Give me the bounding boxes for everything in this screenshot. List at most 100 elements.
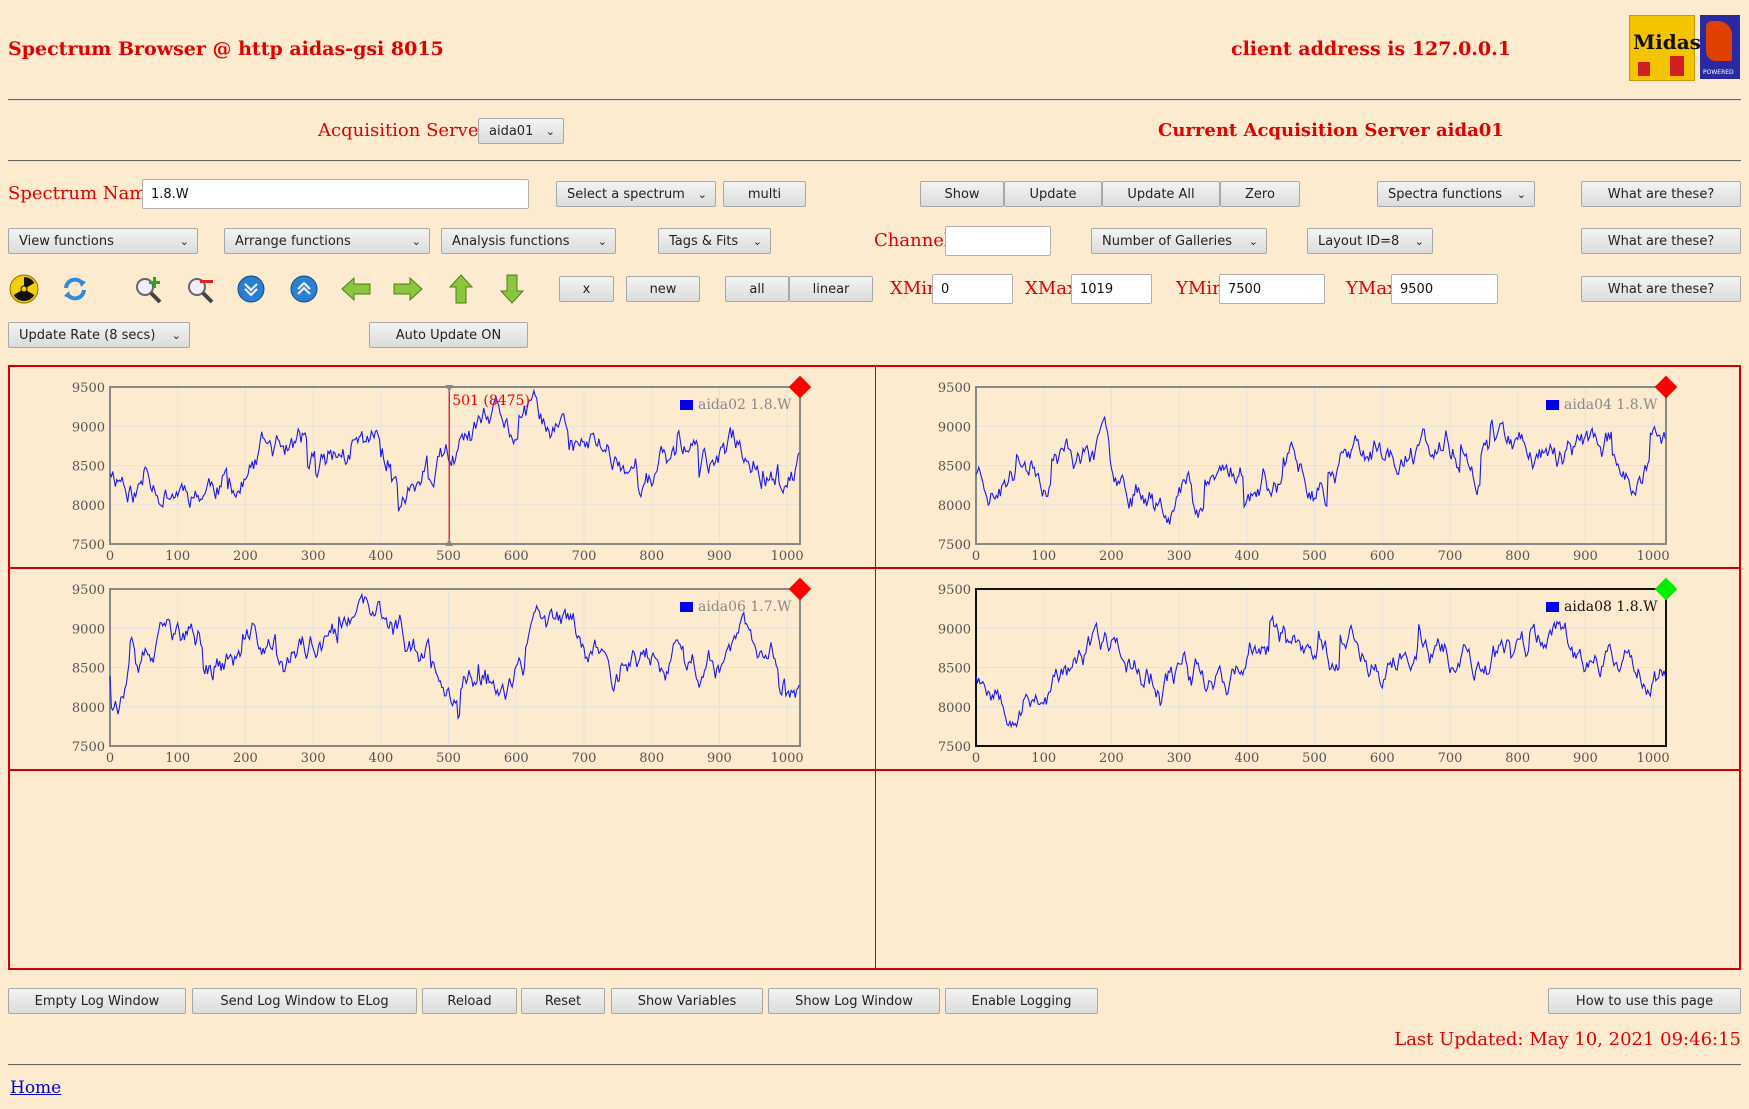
reload-button[interactable]: Reload xyxy=(422,988,517,1014)
y-tick-label: 9500 xyxy=(938,381,971,396)
spectrum-plot-aida06[interactable]: 0 100 200 300 400 500 600 700 800 900 1000 9500 9000… xyxy=(10,569,875,769)
channel-label: Channel: xyxy=(874,230,956,251)
spectra-functions-dropdown[interactable]: Spectra functions ⌄ xyxy=(1377,181,1535,207)
gallery-cell-3[interactable]: 0 100 200 300 400 500 600 700 800 900 1000 9500 9000… xyxy=(10,569,876,771)
show-log-window-button[interactable]: Show Log Window xyxy=(768,988,940,1014)
spectrum-name-input[interactable]: 1.8.W xyxy=(142,179,529,209)
legend-label: aida04 1.8.W xyxy=(1564,397,1658,413)
chevron-down-icon: ⌄ xyxy=(545,124,555,138)
x-tick-label: 200 xyxy=(233,549,258,564)
radiation-icon[interactable] xyxy=(8,273,40,305)
update-rate-dropdown[interactable]: Update Rate (8 secs) ⌄ xyxy=(8,322,190,348)
send-log-to-elog-button[interactable]: Send Log Window to ELog xyxy=(192,988,417,1014)
y-tick-label: 9000 xyxy=(72,622,105,637)
spectrum-plot-aida02[interactable]: 0 100 200 300 400 500 600 700 800 900 1000 9500 9000… xyxy=(10,367,875,567)
acq-server-select[interactable]: aida01 ⌄ xyxy=(478,118,564,144)
show-variables-button[interactable]: Show Variables xyxy=(611,988,763,1014)
x-tick-label: 900 xyxy=(707,751,732,766)
scroll-up-icon[interactable] xyxy=(288,273,320,305)
status-diamond-icon[interactable] xyxy=(1654,375,1678,399)
arrow-down-icon[interactable] xyxy=(496,273,528,305)
number-of-galleries-dropdown[interactable]: Number of Galleries ⌄ xyxy=(1091,228,1267,254)
acq-server-value: aida01 xyxy=(489,123,534,139)
chevron-down-icon: ⌄ xyxy=(179,234,189,248)
y-tick-label: 7500 xyxy=(938,740,971,755)
empty-log-button[interactable]: Empty Log Window xyxy=(8,988,186,1014)
gallery-cell-4[interactable]: 0 100 200 300 400 500 600 700 800 900 1000 9500 9000… xyxy=(876,569,1739,771)
home-link[interactable]: Home xyxy=(10,1078,62,1098)
spectrum-plot-aida04[interactable]: 0 100 200 300 400 500 600 700 800 900 1000 9500 9000… xyxy=(876,367,1739,567)
arrange-functions-dropdown[interactable]: Arrange functions ⌄ xyxy=(224,228,430,254)
x-tick-label: 700 xyxy=(1438,751,1463,766)
update-rate-label: Update Rate (8 secs) xyxy=(19,327,156,343)
status-diamond-icon[interactable] xyxy=(1654,577,1678,601)
zoom-in-icon[interactable] xyxy=(132,273,164,305)
x-tick-label: 200 xyxy=(233,751,258,766)
spectra-functions-label: Spectra functions xyxy=(1388,186,1503,202)
update-button[interactable]: Update xyxy=(1004,181,1102,207)
enable-logging-button[interactable]: Enable Logging xyxy=(945,988,1098,1014)
x-tick-label: 300 xyxy=(1167,751,1192,766)
x-tick-label: 400 xyxy=(368,549,393,564)
ymax-input[interactable]: 9500 xyxy=(1391,274,1498,304)
chevron-down-icon: ⌄ xyxy=(411,234,421,248)
view-functions-dropdown[interactable]: View functions ⌄ xyxy=(8,228,198,254)
zoom-out-icon[interactable] xyxy=(184,273,216,305)
arrange-functions-label: Arrange functions xyxy=(235,233,351,249)
spectrum-plot-aida08[interactable]: 0 100 200 300 400 500 600 700 800 900 1000 9500 9000… xyxy=(876,569,1739,769)
reset-button[interactable]: Reset xyxy=(521,988,605,1014)
select-spectrum-dropdown[interactable]: Select a spectrum ⌄ xyxy=(556,181,716,207)
xmax-input[interactable]: 1019 xyxy=(1071,274,1152,304)
xmin-input[interactable]: 0 xyxy=(932,274,1013,304)
x-button[interactable]: x xyxy=(559,276,614,302)
all-button[interactable]: all xyxy=(725,276,789,302)
legend-label: aida06 1.7.W xyxy=(698,599,792,615)
what-are-these-button-1[interactable]: What are these? xyxy=(1581,181,1741,207)
xmin-label: XMin xyxy=(890,278,939,299)
cursor-label: 501 (8475) xyxy=(452,393,530,409)
x-tick-label: 300 xyxy=(301,751,326,766)
layout-dropdown[interactable]: Layout ID=8 ⌄ xyxy=(1307,228,1433,254)
ymin-input[interactable]: 7500 xyxy=(1219,274,1325,304)
how-to-use-button[interactable]: How to use this page xyxy=(1548,988,1741,1014)
gallery-cell-1[interactable]: 0 100 200 300 400 500 600 700 800 900 1000 9500 9000… xyxy=(10,367,876,569)
x-tick-label: 500 xyxy=(436,549,461,564)
status-diamond-icon[interactable] xyxy=(788,577,812,601)
refresh-icon[interactable] xyxy=(59,273,91,305)
linear-button[interactable]: linear xyxy=(789,276,873,302)
auto-update-button[interactable]: Auto Update ON xyxy=(369,322,528,348)
arrow-right-icon[interactable] xyxy=(392,273,424,305)
status-diamond-icon[interactable] xyxy=(788,375,812,399)
ymin-label: YMin xyxy=(1176,278,1224,299)
x-tick-label: 600 xyxy=(504,751,529,766)
multi-button[interactable]: multi xyxy=(723,181,806,207)
analysis-functions-dropdown[interactable]: Analysis functions ⌄ xyxy=(441,228,616,254)
new-button[interactable]: new xyxy=(626,276,700,302)
plot-frame xyxy=(975,588,1667,747)
gallery-cell-5[interactable] xyxy=(10,771,876,968)
what-are-these-button-3[interactable]: What are these? xyxy=(1581,276,1741,302)
gallery-cell-2[interactable]: 0 100 200 300 400 500 600 700 800 900 1000 9500 9000… xyxy=(876,367,1739,569)
arrow-left-icon[interactable] xyxy=(340,273,372,305)
cursor-marker-bottom[interactable] xyxy=(445,539,454,546)
y-tick-label: 7500 xyxy=(938,538,971,553)
show-button[interactable]: Show xyxy=(920,181,1004,207)
plot-frame xyxy=(975,386,1667,545)
divider xyxy=(8,99,1741,101)
x-tick-label: 100 xyxy=(1031,751,1056,766)
channel-input[interactable] xyxy=(945,226,1051,256)
y-tick-label: 9500 xyxy=(72,583,105,598)
spectrum-trace xyxy=(975,614,1666,729)
cursor-marker-top[interactable] xyxy=(445,385,454,392)
update-all-button[interactable]: Update All xyxy=(1102,181,1220,207)
scroll-down-icon[interactable] xyxy=(235,273,267,305)
zero-button[interactable]: Zero xyxy=(1220,181,1300,207)
gallery-cell-6[interactable] xyxy=(876,771,1739,968)
what-are-these-button-2[interactable]: What are these? xyxy=(1581,228,1741,254)
legend-swatch xyxy=(680,602,693,612)
x-tick-label: 0 xyxy=(106,549,114,564)
x-tick-label: 0 xyxy=(106,751,114,766)
arrow-up-icon[interactable] xyxy=(445,273,477,305)
chevron-down-icon: ⌄ xyxy=(1414,234,1424,248)
tags-fits-dropdown[interactable]: Tags & Fits ⌄ xyxy=(658,228,771,254)
